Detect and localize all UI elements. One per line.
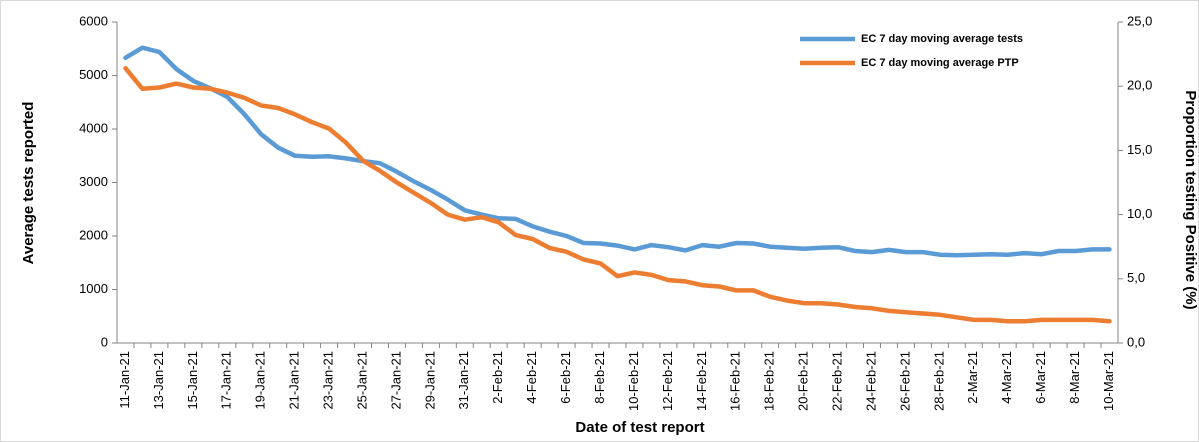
x-tick-label: 23-Jan-21 [321, 351, 336, 410]
x-tick-label: 24-Feb-21 [863, 351, 878, 411]
x-tick-label: 16-Feb-21 [728, 351, 743, 411]
x-tick-label: 28-Feb-21 [931, 351, 946, 411]
y-tick-label: 6000 [79, 13, 108, 28]
y2-tick-label: 25,0 [1127, 13, 1152, 28]
x-tick-label: 27-Jan-21 [388, 351, 403, 410]
x-tick-label: 6-Feb-21 [558, 351, 573, 404]
x-tick-label: 6-Mar-21 [1033, 351, 1048, 404]
x-tick-label: 31-Jan-21 [456, 351, 471, 410]
x-tick-label: 11-Jan-21 [117, 351, 132, 409]
x-tick-label: 13-Jan-21 [151, 351, 166, 410]
y-axis-title: Average tests reported [20, 102, 37, 265]
x-tick-label: 10-Mar-21 [1101, 351, 1116, 411]
x-tick-label: 14-Feb-21 [694, 351, 709, 411]
y2-axis-title: Proportion testing Positive (%) [1182, 90, 1199, 309]
x-tick-label: 29-Jan-21 [422, 351, 437, 410]
x-tick-label: 2-Feb-21 [490, 351, 505, 404]
x-tick-label: 18-Feb-21 [762, 351, 777, 411]
x-tick-label: 8-Mar-21 [1067, 351, 1082, 404]
x-tick-label: 4-Mar-21 [999, 351, 1014, 404]
series-line [123, 65, 1112, 324]
x-tick-label: 15-Jan-21 [185, 351, 200, 410]
series-line [123, 45, 1112, 258]
x-axis-title: Date of test report [575, 419, 704, 436]
y2-tick-label: 5,0 [1127, 270, 1145, 285]
y2-tick-label: 10,0 [1127, 206, 1152, 221]
x-tick-label: 21-Jan-21 [287, 351, 302, 410]
x-tick-label: 8-Feb-21 [592, 351, 607, 404]
x-tick-label: 12-Feb-21 [660, 351, 675, 411]
x-tick-label: 4-Feb-21 [524, 351, 539, 404]
y-tick-label: 4000 [79, 120, 108, 135]
y-tick-label: 1000 [79, 281, 108, 296]
x-tick-label: 26-Feb-21 [897, 351, 912, 411]
x-tick-label: 20-Feb-21 [796, 351, 811, 411]
y-tick-label: 0 [101, 334, 108, 349]
y-tick-label: 5000 [79, 67, 108, 82]
legend-label: EC 7 day moving average tests [861, 33, 1023, 45]
x-tick-label: 10-Feb-21 [626, 351, 641, 411]
y2-tick-label: 15,0 [1127, 142, 1152, 157]
x-tick-label: 22-Feb-21 [829, 351, 844, 411]
y-tick-label: 2000 [79, 227, 108, 242]
y2-tick-label: 0,0 [1127, 334, 1145, 349]
x-tick-label: 2-Mar-21 [965, 351, 980, 404]
x-tick-label: 25-Jan-21 [354, 351, 369, 410]
x-tick-label: 17-Jan-21 [219, 351, 234, 410]
legend-label: EC 7 day moving average PTP [861, 57, 1019, 69]
y-tick-label: 3000 [79, 174, 108, 189]
x-tick-label: 19-Jan-21 [253, 351, 268, 410]
y2-tick-label: 20,0 [1127, 78, 1152, 93]
